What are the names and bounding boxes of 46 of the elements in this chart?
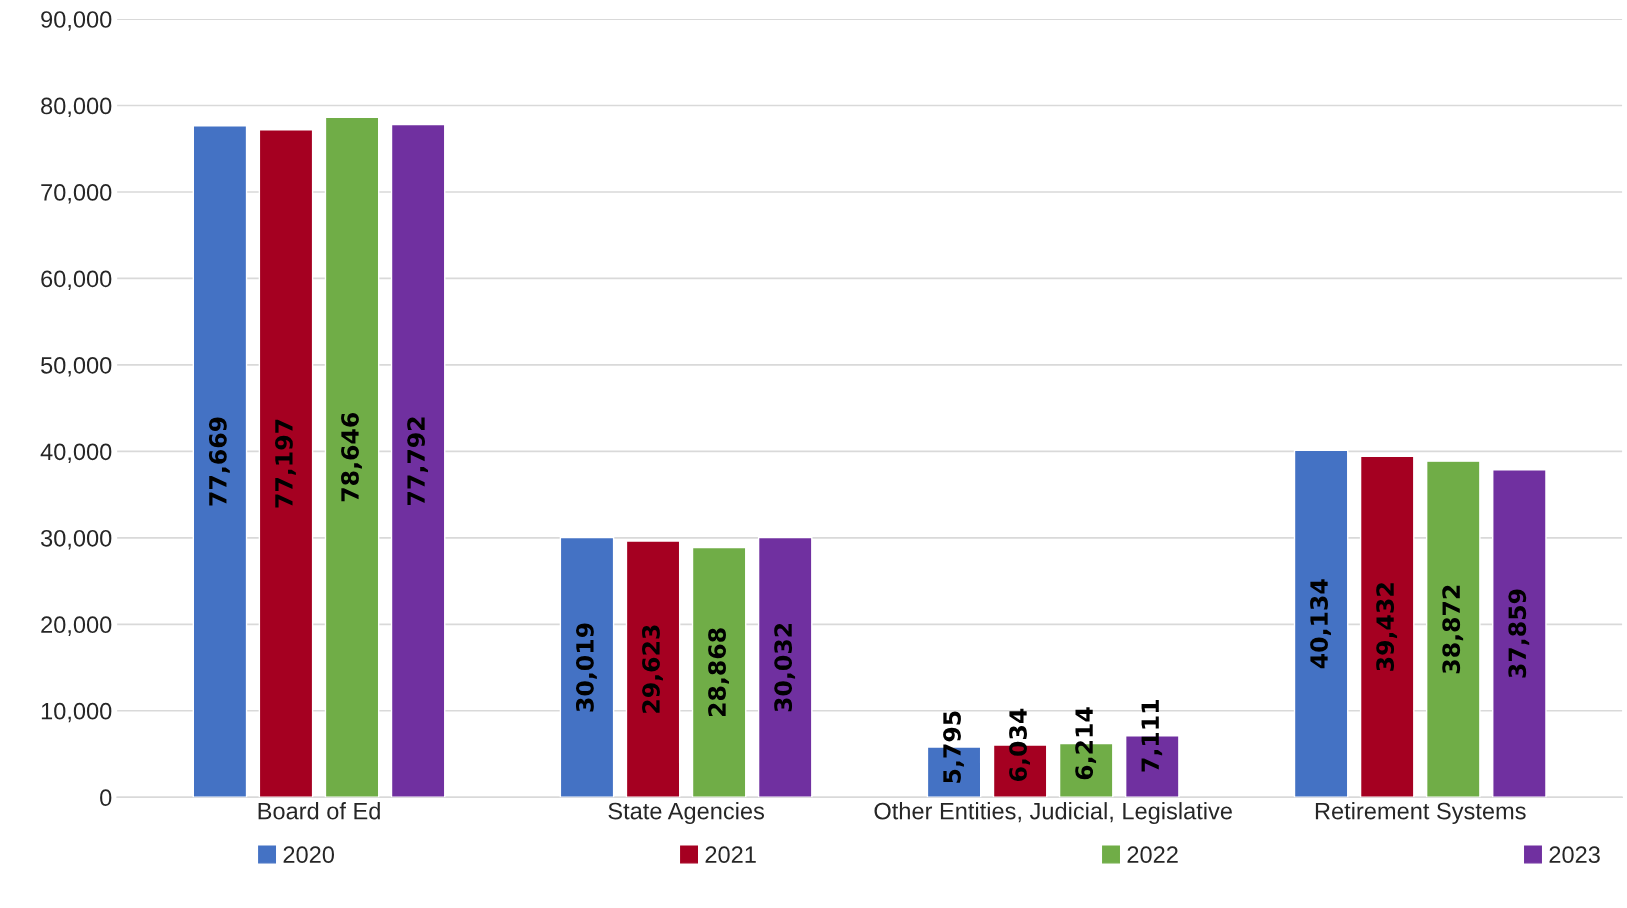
bar xyxy=(258,129,314,798)
legend-label: 2020 xyxy=(283,846,334,864)
y-tick-label: 20,000 xyxy=(41,616,112,636)
data-label: 77,669 xyxy=(208,417,230,506)
data-label: 77,197 xyxy=(275,419,296,508)
data-label: 6,214 xyxy=(1075,707,1097,780)
bar xyxy=(324,116,380,798)
y-tick-label: 40,000 xyxy=(40,443,112,463)
bar xyxy=(625,540,681,798)
legend-label: 2021 xyxy=(705,846,756,864)
y-tick-label: 0 xyxy=(100,789,112,807)
bar xyxy=(1293,449,1349,798)
data-label: 77,792 xyxy=(407,417,429,505)
data-label: 6,034 xyxy=(1009,708,1030,781)
data-label: 37,859 xyxy=(1508,589,1530,678)
y-tick-label: 80,000 xyxy=(41,97,112,118)
data-label: 78,646 xyxy=(341,412,362,502)
y-tick-label: 70,000 xyxy=(41,184,112,204)
y-tick-label: 60,000 xyxy=(41,270,112,291)
bar xyxy=(1492,469,1547,798)
data-label: 30,032 xyxy=(774,623,796,712)
x-tick-label: Other Entities, Judicial, Legislative xyxy=(874,802,1232,825)
y-tick-label: 90,000 xyxy=(41,11,112,31)
data-label: 40,134 xyxy=(1310,579,1331,669)
y-tick-label: 50,000 xyxy=(41,356,112,377)
legend-label: 2023 xyxy=(1549,846,1600,864)
bar xyxy=(691,546,747,798)
bar xyxy=(559,536,615,798)
data-label: 30,019 xyxy=(575,623,597,712)
data-label: 7,111 xyxy=(1141,700,1163,772)
y-tick-label: 30,000 xyxy=(40,529,112,550)
x-tick-label: State Agencies xyxy=(608,802,765,825)
bar xyxy=(1359,455,1415,798)
x-tick-label: Board of Ed xyxy=(258,802,380,820)
y-tick-label: 10,000 xyxy=(41,702,112,723)
bar xyxy=(390,123,446,798)
data-label: 38,872 xyxy=(1442,585,1464,674)
bar xyxy=(757,536,813,798)
bar xyxy=(192,124,248,798)
data-label: 39,432 xyxy=(1376,583,1398,671)
bar xyxy=(1425,460,1481,798)
x-tick-label: Retirement Systems xyxy=(1315,802,1526,825)
data-label: 5,795 xyxy=(943,711,964,783)
legend-label: 2022 xyxy=(1127,846,1178,864)
data-label: 28,868 xyxy=(708,628,729,717)
data-label: 29,623 xyxy=(642,625,663,713)
